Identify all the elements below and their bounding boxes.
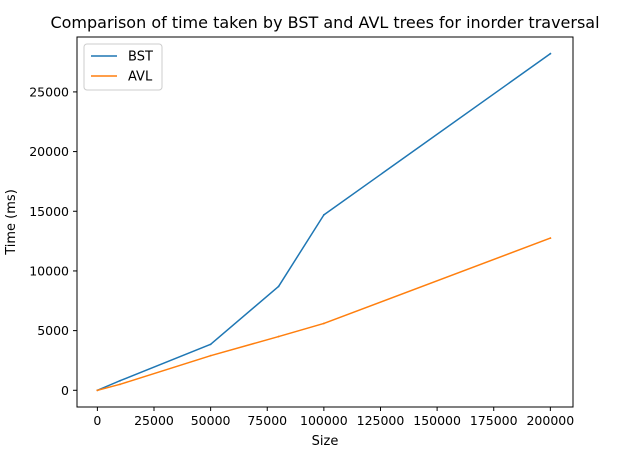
y-axis-label: Time (ms): [4, 189, 19, 256]
legend: BST AVL: [83, 43, 163, 91]
data-point-bst: [322, 213, 325, 216]
x-tick-label: 100000: [300, 413, 348, 428]
plot-frame: [76, 36, 574, 408]
data-point-bst: [549, 52, 552, 55]
data-point-avl: [549, 237, 552, 240]
legend-label-avl: AVL: [128, 70, 153, 85]
legend-label-bst: BST: [128, 50, 153, 65]
x-tick-label: 125000: [357, 413, 405, 428]
series-group: [96, 52, 552, 392]
plot-area: [77, 37, 573, 407]
data-point-avl: [322, 322, 325, 325]
chart-title: Comparison of time taken by BST and AVL …: [50, 13, 599, 32]
data-point-bst: [209, 343, 212, 346]
x-tick-label: 0: [93, 413, 101, 428]
data-point-avl: [96, 389, 99, 392]
x-tick-label: 175000: [470, 413, 518, 428]
tick-group: 0 25000 50000 75000 100000 125000 150000 175000…: [29, 84, 574, 428]
y-tick-label: 25000: [29, 84, 69, 99]
series-line-avl: [96, 237, 552, 392]
x-axis-label: Size: [312, 434, 339, 449]
data-point-bst: [277, 285, 280, 288]
x-tick-label: 50000: [191, 413, 231, 428]
x-tick-label: 200000: [526, 413, 574, 428]
y-tick-label: 10000: [29, 263, 69, 278]
data-point-bst: [119, 379, 121, 382]
data-point-avl: [277, 335, 280, 338]
y-tick-label: 0: [61, 383, 69, 398]
y-tick-label: 5000: [37, 323, 69, 338]
y-tick-label: 15000: [29, 204, 69, 219]
series-line-bst: [96, 52, 552, 392]
data-point-avl: [209, 354, 212, 357]
y-tick-label: 20000: [29, 144, 69, 159]
data-point-avl: [119, 383, 121, 386]
x-tick-label: 75000: [247, 413, 287, 428]
x-tick-label: 25000: [134, 413, 174, 428]
x-tick-label: 150000: [413, 413, 461, 428]
